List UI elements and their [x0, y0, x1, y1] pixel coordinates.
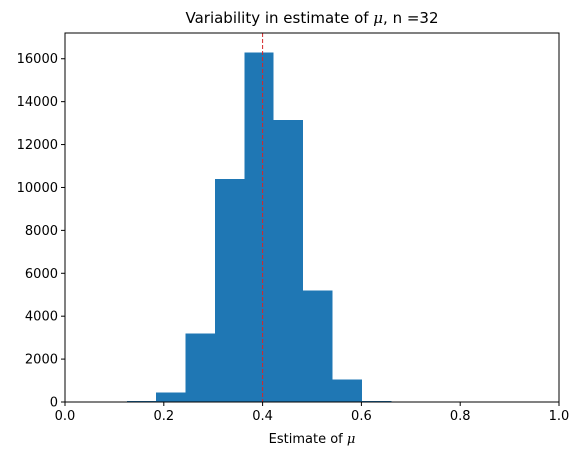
x-tick-label: 0.4: [252, 409, 273, 424]
x-tick-label: 1.0: [549, 409, 570, 424]
x-tick-label: 0.8: [450, 409, 471, 424]
x-tick-label: 0.0: [55, 409, 76, 424]
x-tick-label: 0.2: [153, 409, 174, 424]
chart-title: Variability in estimate of μ, n =32: [185, 9, 438, 27]
y-tick-label: 8000: [25, 224, 58, 239]
histogram-bar: [244, 52, 274, 403]
x-axis-label: Estimate of μ: [269, 432, 356, 447]
histogram-bar: [156, 392, 186, 402]
y-tick-label: 12000: [17, 138, 58, 153]
x-tick-label: 0.6: [351, 409, 372, 424]
y-tick-label: 2000: [25, 353, 58, 368]
y-tick-label: 6000: [25, 267, 58, 282]
histogram-bar: [185, 333, 215, 402]
histogram-bar: [332, 379, 362, 402]
y-tick-label: 14000: [17, 95, 58, 110]
y-tick-label: 0: [50, 396, 58, 411]
histogram-bar: [303, 290, 333, 402]
y-tick-label: 16000: [17, 52, 58, 67]
histogram-bar: [273, 119, 304, 402]
y-ticks: 0 2000 4000 6000 8000 10000 12000 14000 16000: [17, 52, 65, 411]
bars-group: [126, 52, 392, 403]
x-ticks: 0.0 0.2 0.4 0.6 0.8 1.0: [55, 402, 570, 424]
y-tick-label: 10000: [17, 181, 58, 196]
y-tick-label: 4000: [25, 310, 58, 325]
plot-frame: [64, 32, 560, 403]
histogram-bar: [214, 178, 245, 402]
